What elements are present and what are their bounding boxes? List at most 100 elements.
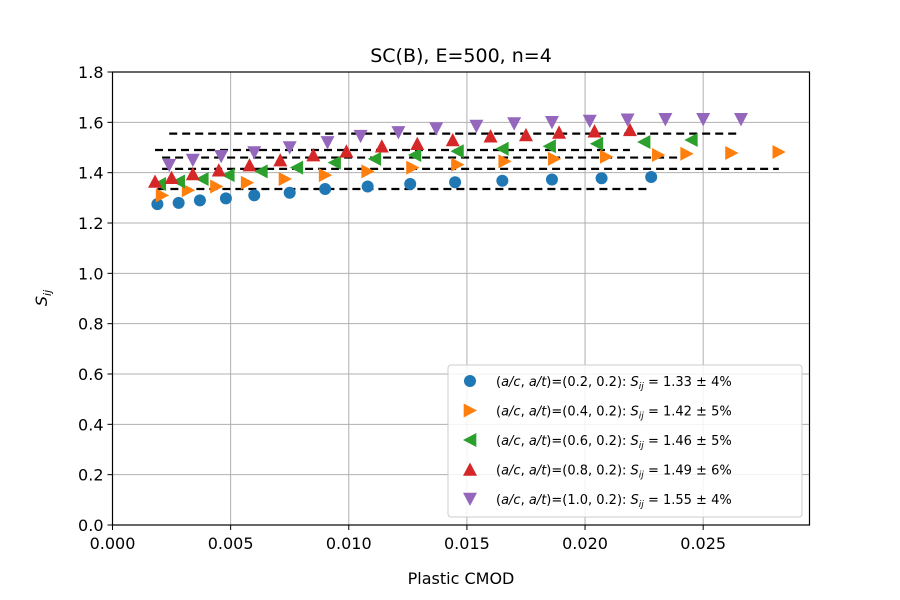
data-points-layer (148, 113, 786, 211)
data-point (319, 183, 332, 196)
legend-label-comma: , (521, 375, 529, 390)
chart-title: SC(B), E=500, n=4 (370, 45, 552, 67)
data-point (306, 148, 321, 162)
data-point (273, 153, 288, 167)
data-point (651, 148, 666, 163)
data-point (548, 151, 562, 166)
data-point (254, 164, 268, 179)
plot-area-frame (111, 71, 811, 526)
legend-label-ac: a/c (501, 405, 521, 420)
data-point (164, 170, 179, 184)
data-point (171, 174, 185, 189)
data-point (195, 171, 209, 186)
legend-label-at: a/t (529, 493, 547, 508)
y-tick-label: 1.8 (78, 63, 103, 82)
data-point (242, 158, 257, 172)
y-axis-label-symbol: S (32, 296, 51, 306)
data-point (495, 141, 509, 156)
data-point (283, 186, 296, 199)
legend-marker (464, 375, 476, 387)
x-tick-label: 0.015 (444, 534, 490, 553)
legend-label-prefix: ( (496, 375, 501, 390)
data-point (214, 150, 229, 164)
legend-label-params: )=(0.6, 0.2): (546, 434, 630, 449)
legend-label-prefix: ( (496, 493, 501, 508)
data-point (542, 139, 556, 154)
data-point (353, 129, 368, 144)
legend-label-result: = 1.55 ± 4% (644, 493, 732, 508)
data-point (725, 146, 739, 161)
legend-label-result: = 1.33 ± 4% (644, 375, 732, 390)
y-tick-label: 0.4 (78, 415, 103, 434)
legend-label-prefix: ( (496, 405, 501, 420)
data-point (193, 194, 206, 207)
data-point (148, 174, 163, 188)
legend-label-subscript: ij (639, 412, 645, 422)
data-point (645, 170, 658, 183)
data-point (496, 174, 509, 187)
data-point (162, 158, 177, 173)
legend-label-comma: , (521, 434, 529, 449)
legend-label-subscript: ij (639, 441, 645, 451)
legend-label-at: a/t (529, 375, 547, 390)
data-point (367, 151, 382, 166)
legend-label-subscript: ij (639, 471, 645, 481)
data-point (278, 171, 292, 186)
legend-label-at: a/t (529, 434, 547, 449)
y-tick-label: 0.6 (78, 365, 103, 384)
y-tick-label: 0.2 (78, 466, 103, 485)
legend-label: (a/c, a/t)=(0.8, 0.2): Sij = 1.49 ± 6% (496, 464, 732, 481)
legend-label-at: a/t (529, 405, 547, 420)
data-point (361, 164, 375, 179)
y-tick-label: 0.0 (78, 516, 103, 535)
legend-label-params: )=(0.4, 0.2): (546, 405, 630, 420)
y-tick-label: 0.8 (78, 315, 103, 334)
data-point (595, 172, 608, 185)
legend-label-symbol: S (631, 434, 639, 449)
legend-box (447, 364, 803, 518)
legend-label-prefix: ( (496, 434, 501, 449)
data-point (545, 173, 558, 186)
data-point (544, 116, 559, 130)
data-point (680, 146, 694, 161)
y-axis-label-subscript: ij (41, 289, 54, 296)
x-tick-label: 0.000 (90, 534, 136, 553)
legend-label: (a/c, a/t)=(0.4, 0.2): Sij = 1.42 ± 5% (496, 405, 732, 422)
x-axis-ticks: 0.000 0.005 0.010 0.015 0.020 0.025 (90, 525, 726, 553)
legend: (a/c, a/t)=(0.2, 0.2): Sij = 1.33 ± 4%(a… (447, 364, 803, 518)
legend-label-symbol: S (631, 405, 639, 420)
data-point (407, 148, 422, 163)
data-point (327, 155, 341, 170)
data-point (155, 188, 170, 203)
data-point (469, 119, 484, 134)
legend-label-params: )=(0.8, 0.2): (546, 464, 630, 479)
x-axis-label: Plastic CMOD (408, 569, 515, 588)
data-point (185, 166, 200, 181)
data-point (181, 183, 196, 198)
data-point (185, 153, 200, 168)
data-point (684, 132, 698, 147)
data-point (622, 122, 637, 137)
data-point (772, 145, 786, 160)
legend-marker (463, 403, 477, 418)
data-point (587, 124, 602, 138)
data-point (404, 177, 417, 190)
data-point (282, 141, 297, 155)
data-point (374, 139, 389, 153)
legend-label: (a/c, a/t)=(0.6, 0.2): Sij = 1.46 ± 5% (496, 434, 732, 451)
data-point (247, 146, 262, 160)
legend-label-symbol: S (631, 375, 639, 390)
data-point (552, 125, 567, 139)
data-point (210, 179, 224, 194)
x-tick-label: 0.005 (208, 534, 254, 553)
legend-label-symbol: S (631, 493, 639, 508)
legend-label-comma: , (521, 493, 529, 508)
legend-marker (463, 433, 477, 447)
y-axis-ticks: 0.0 0.2 0.4 0.6 0.8 1.0 1.2 1.4 1.6 1.8 (78, 63, 113, 535)
x-tick-label: 0.020 (562, 534, 608, 553)
legend-label: (a/c, a/t)=(0.2, 0.2): Sij = 1.33 ± 4% (496, 375, 732, 392)
data-point (361, 180, 374, 193)
data-point (589, 136, 604, 151)
data-point (582, 114, 597, 129)
